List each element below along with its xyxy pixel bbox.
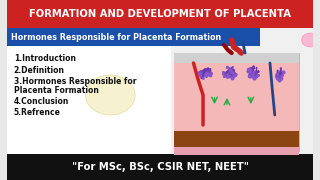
Text: Placenta Formation: Placenta Formation (14, 86, 99, 94)
Ellipse shape (301, 33, 319, 47)
Text: 3.Hormones Responsible for: 3.Hormones Responsible for (14, 76, 136, 86)
FancyBboxPatch shape (174, 53, 299, 63)
Text: 5.Refrence: 5.Refrence (14, 107, 60, 116)
FancyBboxPatch shape (7, 154, 313, 180)
FancyBboxPatch shape (174, 147, 299, 155)
Text: 1.Introduction: 1.Introduction (14, 53, 76, 62)
FancyBboxPatch shape (7, 28, 313, 166)
Text: "For MSc, BSc, CSIR NET, NEET": "For MSc, BSc, CSIR NET, NEET" (71, 162, 249, 172)
FancyBboxPatch shape (174, 63, 299, 131)
Text: 4.Conclusion: 4.Conclusion (14, 96, 69, 105)
Text: FORMATION AND DEVELOPMENT OF PLACENTA: FORMATION AND DEVELOPMENT OF PLACENTA (29, 9, 291, 19)
FancyBboxPatch shape (7, 0, 313, 28)
FancyBboxPatch shape (7, 28, 260, 46)
Text: 2.Definition: 2.Definition (14, 66, 65, 75)
Text: Hormones Responsible for Placenta Formation: Hormones Responsible for Placenta Format… (11, 33, 221, 42)
FancyBboxPatch shape (174, 53, 299, 151)
FancyBboxPatch shape (174, 131, 299, 147)
Ellipse shape (85, 75, 135, 115)
FancyBboxPatch shape (7, 46, 172, 166)
